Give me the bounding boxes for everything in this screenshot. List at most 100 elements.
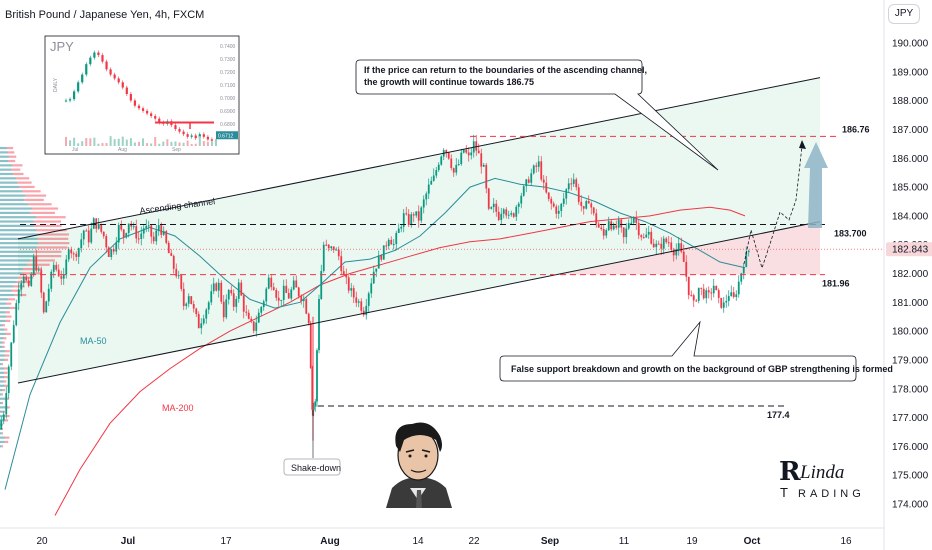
candle-body xyxy=(167,242,170,254)
volume-bar xyxy=(0,293,15,297)
volume-bar xyxy=(4,367,8,370)
candle-body xyxy=(122,229,125,238)
candle-body xyxy=(110,249,113,257)
candle-body xyxy=(577,187,580,202)
candle-body xyxy=(172,255,175,269)
shakedown-box xyxy=(283,458,341,476)
volume-bar xyxy=(0,220,34,223)
candle-body xyxy=(17,289,20,304)
candle-body xyxy=(745,252,748,267)
candle-body xyxy=(195,308,198,315)
volume-bar xyxy=(5,406,10,409)
candle-body xyxy=(165,231,168,243)
candle-body xyxy=(220,282,223,302)
candle-body xyxy=(287,292,290,299)
volume-bar xyxy=(1,363,3,366)
candle-body xyxy=(255,322,258,331)
candle-body xyxy=(550,198,553,204)
current-price-tag xyxy=(886,242,932,257)
time-tick-7: 11 xyxy=(619,536,630,547)
volume-bar xyxy=(0,332,6,336)
candle-body xyxy=(192,304,195,309)
candle-body xyxy=(305,299,308,314)
candle-body xyxy=(682,251,685,262)
time-tick-5: 22 xyxy=(468,536,480,547)
volume-bar xyxy=(19,185,35,189)
volume-bar xyxy=(0,159,9,163)
inset-candle-body xyxy=(190,135,193,137)
candle-body xyxy=(642,237,645,239)
candle-body xyxy=(187,296,190,304)
inset-tick-5: 0.6900 xyxy=(220,109,236,115)
volume-bar xyxy=(0,380,4,383)
candle-body xyxy=(227,289,230,300)
chart-title: British Pound / Japanese Yen, 4h, FXCM xyxy=(5,9,204,21)
candle-body xyxy=(185,303,188,307)
volume-bar xyxy=(2,345,5,348)
candle-body xyxy=(152,236,155,242)
volume-bar xyxy=(22,190,41,193)
inset-candle-body xyxy=(210,139,214,141)
candle-body xyxy=(140,233,143,239)
candle-body xyxy=(732,292,735,297)
volume-bar xyxy=(4,376,8,379)
candle-body xyxy=(367,293,370,306)
price-tick-16: 190.000 xyxy=(892,39,929,50)
candle-body xyxy=(67,249,70,260)
inset-candle-body xyxy=(158,118,161,123)
volume-bar xyxy=(0,315,7,318)
candle-body xyxy=(132,226,135,228)
level-resistance-label: 183.700 xyxy=(834,229,867,239)
inset-candle-body xyxy=(194,135,197,139)
candle-body xyxy=(522,186,525,196)
inset-volume-bar xyxy=(194,143,197,146)
candle-body xyxy=(560,203,563,211)
candle-body xyxy=(632,217,635,223)
candle-body xyxy=(422,199,425,208)
candle-body xyxy=(655,243,658,248)
volume-bar xyxy=(0,267,23,271)
inset-candle-body xyxy=(121,82,124,88)
inset-time-axis: Jul Aug Sep xyxy=(72,147,181,153)
inset-volume-bar xyxy=(166,139,169,146)
time-axis[interactable]: 20 Jul 17 Aug 14 22 Sep 11 19 Oct 16 xyxy=(36,536,852,547)
inset-candle-body xyxy=(137,105,141,109)
candle-body xyxy=(57,269,60,277)
volume-bar xyxy=(22,267,42,271)
inset-candle-body xyxy=(154,116,157,119)
candle-body xyxy=(710,292,713,294)
candle-body xyxy=(485,164,488,189)
volume-bar xyxy=(17,181,32,184)
inset-candle-body xyxy=(77,82,80,92)
candle-body xyxy=(350,288,353,291)
candle-body xyxy=(482,164,485,167)
volume-bar xyxy=(0,306,10,310)
candle-body xyxy=(707,290,710,293)
price-tick-3: 177.000 xyxy=(892,413,929,424)
volume-bar xyxy=(37,233,69,236)
candle-body xyxy=(222,301,225,318)
portrait-brows xyxy=(405,449,431,453)
candle-body xyxy=(602,229,605,236)
candle-body xyxy=(27,280,30,286)
volume-bar xyxy=(27,263,50,266)
candle-body xyxy=(75,253,78,257)
candle-body xyxy=(30,274,33,286)
candle-body xyxy=(697,287,700,301)
time-tick-2: 17 xyxy=(220,536,232,547)
volume-bar xyxy=(0,181,18,184)
candle-body xyxy=(250,318,253,322)
brand-initial2: T xyxy=(780,485,791,500)
candle-body xyxy=(100,224,103,232)
candle-body xyxy=(150,225,153,237)
price-axis[interactable]: 174.000 175.000 176.000 177.000 178.000 179.0… xyxy=(892,39,929,511)
inset-volume-bar xyxy=(117,138,120,146)
candle-body xyxy=(157,225,160,231)
currency-badge[interactable]: JPY xyxy=(888,4,920,24)
candle-body xyxy=(82,230,85,240)
volume-bar xyxy=(28,203,52,206)
candle-body xyxy=(432,175,435,181)
volume-bar xyxy=(24,198,44,202)
volume-bar xyxy=(1,432,3,435)
